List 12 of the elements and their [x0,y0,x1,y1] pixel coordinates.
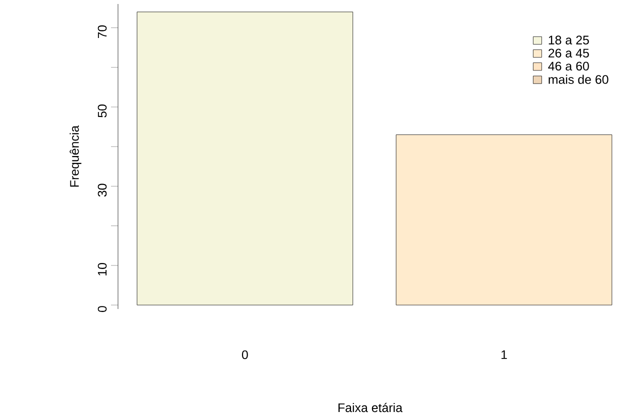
legend-label: mais de 60 [548,74,608,84]
y-tick-label: 0 [98,306,107,312]
legend-label: 18 a 25 [548,36,589,44]
y-tick-label: 50 [98,104,107,118]
legend-label: 46 a 60 [548,62,589,71]
y-tick-label: 10 [98,262,107,276]
y-axis-title: Frequência [70,125,82,187]
legend-label: 26 a 45 [548,48,589,58]
y-tick-label: 70 [98,25,107,38]
x-tick-label: 1 [502,350,507,359]
x-axis-title: Faixa etária [338,402,403,412]
y-tick-label: 30 [98,184,107,197]
